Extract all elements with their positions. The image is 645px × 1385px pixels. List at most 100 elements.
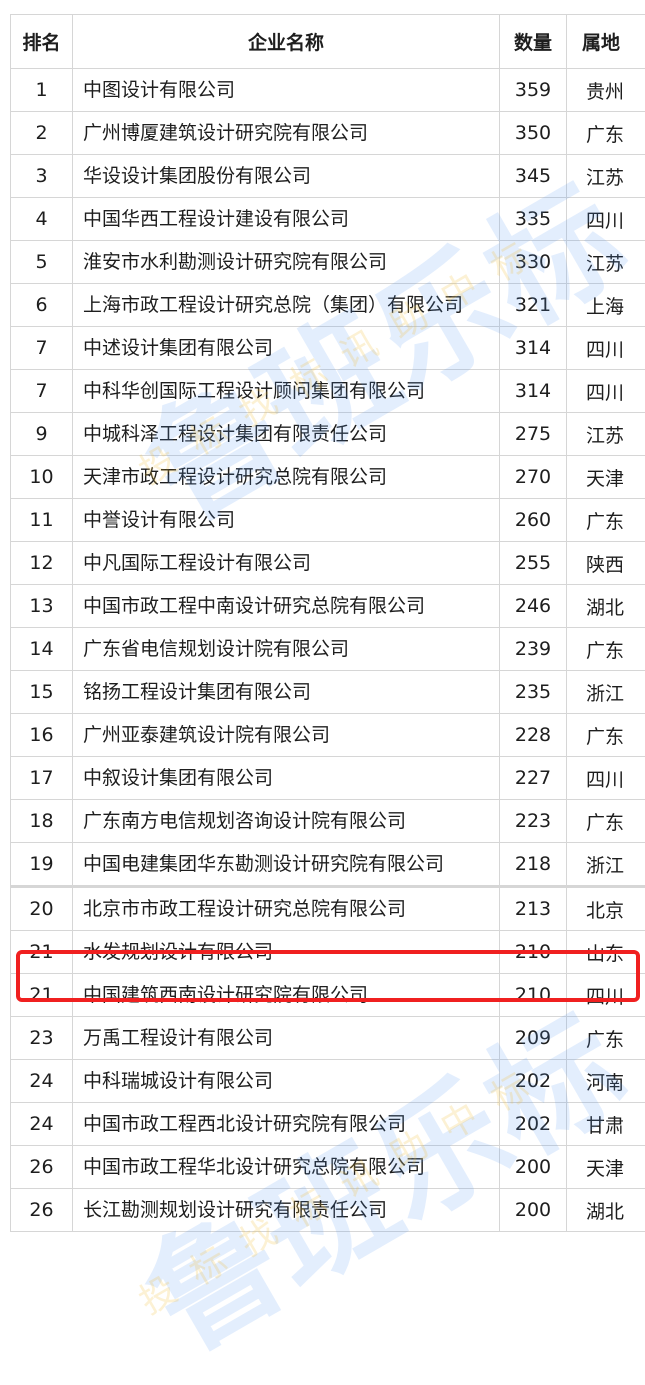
count-cell: 235 <box>500 671 567 714</box>
company-name-cell: 淮安市水利勘测设计研究院有限公司 <box>73 241 500 284</box>
count-cell: 246 <box>500 585 567 628</box>
rank-cell: 15 <box>11 671 73 714</box>
company-name-cell: 中凡国际工程设计有限公司 <box>73 542 500 585</box>
rank-cell: 9 <box>11 413 73 456</box>
count-cell: 359 <box>500 69 567 112</box>
company-name-cell: 水发规划设计有限公司 <box>73 931 500 974</box>
company-name-cell: 华设设计集团股份有限公司 <box>73 155 500 198</box>
count-cell: 227 <box>500 757 567 800</box>
province-cell: 贵州 <box>567 69 645 112</box>
rank-cell: 11 <box>11 499 73 542</box>
count-cell: 255 <box>500 542 567 585</box>
rank-cell: 1 <box>11 69 73 112</box>
rank-cell: 12 <box>11 542 73 585</box>
count-cell: 260 <box>500 499 567 542</box>
rank-cell: 16 <box>11 714 73 757</box>
province-cell: 广东 <box>567 112 645 155</box>
province-cell: 北京 <box>567 887 645 931</box>
province-cell: 浙江 <box>567 671 645 714</box>
count-cell: 335 <box>500 198 567 241</box>
province-cell: 陕西 <box>567 542 645 585</box>
rank-cell: 19 <box>11 843 73 887</box>
rank-cell: 21 <box>11 974 73 1017</box>
rank-cell: 4 <box>11 198 73 241</box>
count-cell: 210 <box>500 974 567 1017</box>
rank-cell: 7 <box>11 370 73 413</box>
count-cell: 345 <box>500 155 567 198</box>
company-name-cell: 广州博厦建筑设计研究院有限公司 <box>73 112 500 155</box>
rank-cell: 26 <box>11 1189 73 1232</box>
count-cell: 200 <box>500 1146 567 1189</box>
province-cell: 四川 <box>567 974 645 1017</box>
province-cell: 江苏 <box>567 155 645 198</box>
province-cell: 四川 <box>567 757 645 800</box>
province-cell: 广东 <box>567 714 645 757</box>
rank-cell: 24 <box>11 1103 73 1146</box>
rank-cell: 20 <box>11 887 73 931</box>
rank-cell: 2 <box>11 112 73 155</box>
rank-cell: 18 <box>11 800 73 843</box>
count-cell: 228 <box>500 714 567 757</box>
company-name-cell: 中科瑞城设计有限公司 <box>73 1060 500 1103</box>
company-name-cell: 中城科泽工程设计集团有限责任公司 <box>73 413 500 456</box>
company-name-cell: 北京市市政工程设计研究总院有限公司 <box>73 887 500 931</box>
province-cell: 广东 <box>567 800 645 843</box>
count-cell: 202 <box>500 1103 567 1146</box>
company-name-cell: 中国建筑西南设计研究院有限公司 <box>73 974 500 1017</box>
company-name-cell: 中叙设计集团有限公司 <box>73 757 500 800</box>
count-cell: 223 <box>500 800 567 843</box>
province-cell: 江苏 <box>567 413 645 456</box>
table-header: 排名 企业名称 数量 属地 <box>11 15 645 69</box>
company-name-cell: 天津市政工程设计研究总院有限公司 <box>73 456 500 499</box>
province-cell: 四川 <box>567 370 645 413</box>
company-name-cell: 长江勘测规划设计研究有限责任公司 <box>73 1189 500 1232</box>
count-cell: 275 <box>500 413 567 456</box>
count-cell: 210 <box>500 931 567 974</box>
company-name-cell: 中誉设计有限公司 <box>73 499 500 542</box>
count-cell: 350 <box>500 112 567 155</box>
header-name: 企业名称 <box>73 15 500 69</box>
company-name-cell: 广东南方电信规划咨询设计院有限公司 <box>73 800 500 843</box>
province-cell: 四川 <box>567 198 645 241</box>
company-name-cell: 中国华西工程设计建设有限公司 <box>73 198 500 241</box>
province-cell: 湖北 <box>567 585 645 628</box>
company-name-cell: 中述设计集团有限公司 <box>73 327 500 370</box>
province-cell: 湖北 <box>567 1189 645 1232</box>
company-name-cell: 广州亚泰建筑设计院有限公司 <box>73 714 500 757</box>
rank-cell: 6 <box>11 284 73 327</box>
company-name-cell: 中科华创国际工程设计顾问集团有限公司 <box>73 370 500 413</box>
count-cell: 330 <box>500 241 567 284</box>
count-cell: 270 <box>500 456 567 499</box>
province-cell: 四川 <box>567 327 645 370</box>
province-cell: 广东 <box>567 1017 645 1060</box>
company-name-cell: 铭扬工程设计集团有限公司 <box>73 671 500 714</box>
province-cell: 广东 <box>567 499 645 542</box>
rank-cell: 13 <box>11 585 73 628</box>
province-cell: 浙江 <box>567 843 645 887</box>
count-cell: 202 <box>500 1060 567 1103</box>
rank-cell: 26 <box>11 1146 73 1189</box>
province-cell: 天津 <box>567 456 645 499</box>
province-cell: 江苏 <box>567 241 645 284</box>
